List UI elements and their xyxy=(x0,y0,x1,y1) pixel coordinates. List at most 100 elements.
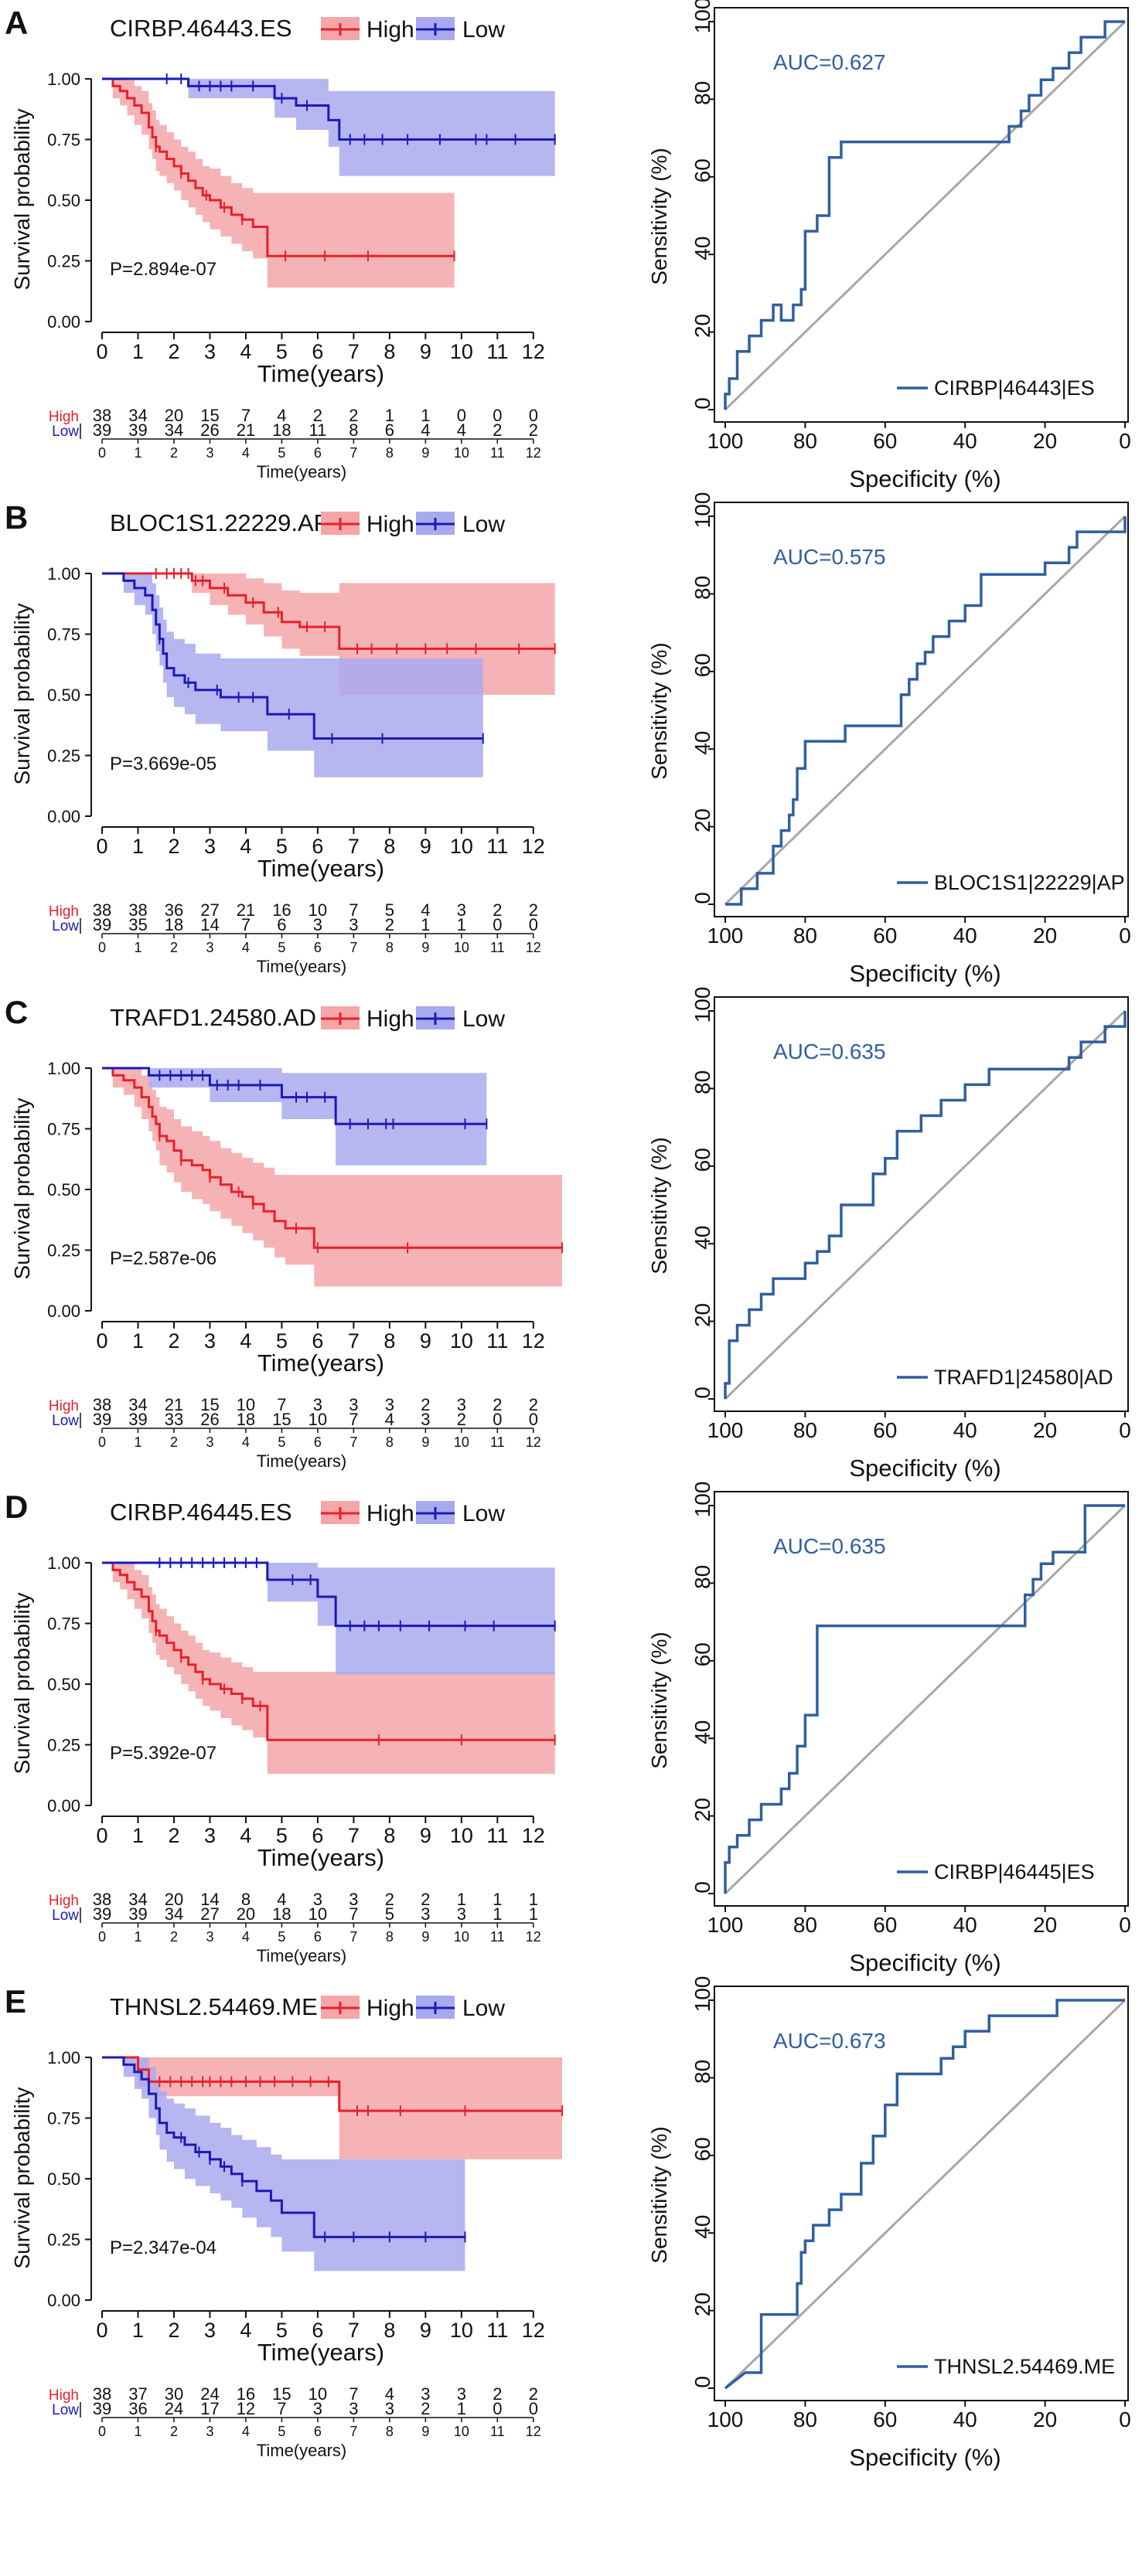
roc-y-label: Sensitivity (%) xyxy=(647,1137,671,1274)
km-y-tick-label: 0.75 xyxy=(47,1615,80,1634)
risk-high-label: High xyxy=(49,409,79,425)
risk-low-count: 10 xyxy=(309,1410,327,1429)
km-y-tick-label: 0.25 xyxy=(47,747,80,766)
legend-low-label: Low xyxy=(462,1996,505,2021)
risk-low-count: 1 xyxy=(529,1904,538,1924)
risk-high-count: 2 xyxy=(493,2384,502,2404)
auc-label: AUC=0.673 xyxy=(773,2029,886,2053)
risk-high-count: 34 xyxy=(128,1395,147,1414)
roc-frame xyxy=(714,1986,1129,2401)
roc-y-tick-label: 80 xyxy=(690,1070,714,1094)
risk-x-tick-label: 0 xyxy=(98,940,106,955)
risk-high-count: 7 xyxy=(241,406,251,425)
legend-low-label: Low xyxy=(462,17,505,43)
risk-high-count: 10 xyxy=(309,900,327,920)
km-x-tick-label: 11 xyxy=(486,1824,508,1847)
km-x-tick-label: 2 xyxy=(168,1329,179,1353)
km-x-tick-label: 1 xyxy=(132,340,144,363)
roc-x-tick-label: 80 xyxy=(793,1418,817,1442)
risk-high-count: 2 xyxy=(385,1890,394,1909)
km-x-tick-label: 9 xyxy=(420,2319,431,2342)
roc-y-label: Sensitivity (%) xyxy=(647,2126,671,2263)
km-x-tick-label: 1 xyxy=(132,835,144,858)
risk-high-count: 38 xyxy=(128,900,147,920)
risk-low-count: 39 xyxy=(128,1410,147,1429)
km-y-label: Survival probability xyxy=(10,2088,34,2269)
km-x-tick-label: 11 xyxy=(486,835,508,858)
roc-curve xyxy=(724,1011,1127,1399)
risk-x-tick-label: 9 xyxy=(421,445,429,461)
km-y-tick-label: 1.00 xyxy=(47,1553,80,1573)
risk-high-count: 2 xyxy=(493,1395,502,1414)
risk-high-count: 20 xyxy=(165,406,183,425)
risk-x-tick-label: 6 xyxy=(314,1929,322,1945)
legend-low-label: Low xyxy=(462,512,505,537)
risk-x-tick-label: 5 xyxy=(278,2424,285,2439)
roc-y-tick-label: 20 xyxy=(690,1798,714,1822)
risk-low-count: 1 xyxy=(457,915,466,934)
km-x-tick-label: 7 xyxy=(348,1824,360,1847)
auc-label: AUC=0.575 xyxy=(773,545,886,569)
risk-high-count: 2 xyxy=(421,1890,430,1909)
km-x-tick-label: 6 xyxy=(312,340,323,363)
km-y-label: Survival probability xyxy=(10,1098,34,1280)
risk-high-count: 4 xyxy=(421,900,430,920)
auc-label: AUC=0.627 xyxy=(773,50,886,74)
risk-low-count: 6 xyxy=(385,420,394,440)
km-x-tick-label: 1 xyxy=(132,1824,144,1847)
risk-x-tick-label: 0 xyxy=(98,2424,106,2439)
roc-y-tick-label: 100 xyxy=(690,0,714,33)
roc-x-label: Specificity (%) xyxy=(849,960,1001,987)
risk-high-count: 10 xyxy=(237,1395,255,1414)
roc-x-tick-label: 40 xyxy=(953,924,977,948)
km-y-label: Survival probability xyxy=(10,1593,34,1775)
km-y-tick-label: 0.25 xyxy=(47,1241,80,1261)
risk-x-tick-label: 7 xyxy=(349,1929,357,1945)
km-x-tick-label: 8 xyxy=(384,1329,395,1353)
legend-high-label: High xyxy=(366,1501,414,1526)
risk-x-tick-label: 0 xyxy=(98,445,106,461)
risk-low-count: 10 xyxy=(309,1904,327,1924)
risk-high-count: 0 xyxy=(457,406,466,425)
risk-x-tick-label: 2 xyxy=(170,445,178,461)
risk-low-count: 14 xyxy=(200,915,219,934)
risk-high-count: 0 xyxy=(493,406,502,425)
high-survival-curve xyxy=(102,1561,555,1741)
roc-x-tick-label: 60 xyxy=(873,1913,897,1937)
risk-high-count: 2 xyxy=(313,406,322,425)
risk-low-count: 39 xyxy=(93,915,111,934)
panel-D: D CIRBP.46445.ES High Low0.000.250.500.751.… xyxy=(5,1482,1131,1976)
km-x-tick-label: 10 xyxy=(450,835,473,858)
roc-y-tick-label: 80 xyxy=(690,2060,714,2084)
roc-legend-label: CIRBP|46445|ES xyxy=(934,1860,1095,1884)
risk-low-count: 2 xyxy=(385,915,394,934)
risk-low-count: 18 xyxy=(165,915,183,934)
roc-y-tick-label: 40 xyxy=(690,1720,714,1744)
risk-low-label: Low xyxy=(52,1413,79,1429)
risk-x-tick-label: 5 xyxy=(278,940,285,955)
risk-high-count: 36 xyxy=(165,900,183,920)
risk-x-tick-label: 11 xyxy=(490,940,505,955)
risk-low-count: 7 xyxy=(277,2399,286,2418)
roc-x-tick-label: 100 xyxy=(707,1913,744,1937)
roc-x-tick-label: 40 xyxy=(953,1418,977,1442)
low-confidence-band xyxy=(102,1563,555,1675)
roc-diagonal xyxy=(724,1504,1127,1895)
roc-y-tick-label: 20 xyxy=(690,1303,714,1327)
roc-frame xyxy=(714,996,1129,1412)
km-x-tick-label: 5 xyxy=(276,1824,288,1847)
legend-high-label: High xyxy=(366,1006,414,1032)
roc-x-tick-label: 20 xyxy=(1033,924,1057,948)
risk-high-count: 1 xyxy=(457,1890,466,1909)
roc-frame xyxy=(714,7,1129,423)
roc-x-label: Specificity (%) xyxy=(849,465,1001,492)
roc-curve xyxy=(724,20,1125,410)
panel-C: C TRAFD1.24580.AD High Low0.000.250.500.751… xyxy=(5,987,1131,1482)
risk-low-count: 3 xyxy=(313,915,322,934)
risk-high-count: 3 xyxy=(349,1395,358,1414)
km-x-label: Time(years) xyxy=(257,1844,384,1871)
roc-x-tick-label: 40 xyxy=(953,1913,977,1937)
risk-low-count: 0 xyxy=(529,915,538,934)
risk-low-count: 3 xyxy=(421,1410,430,1429)
km-y-tick-label: 0.50 xyxy=(47,191,80,210)
